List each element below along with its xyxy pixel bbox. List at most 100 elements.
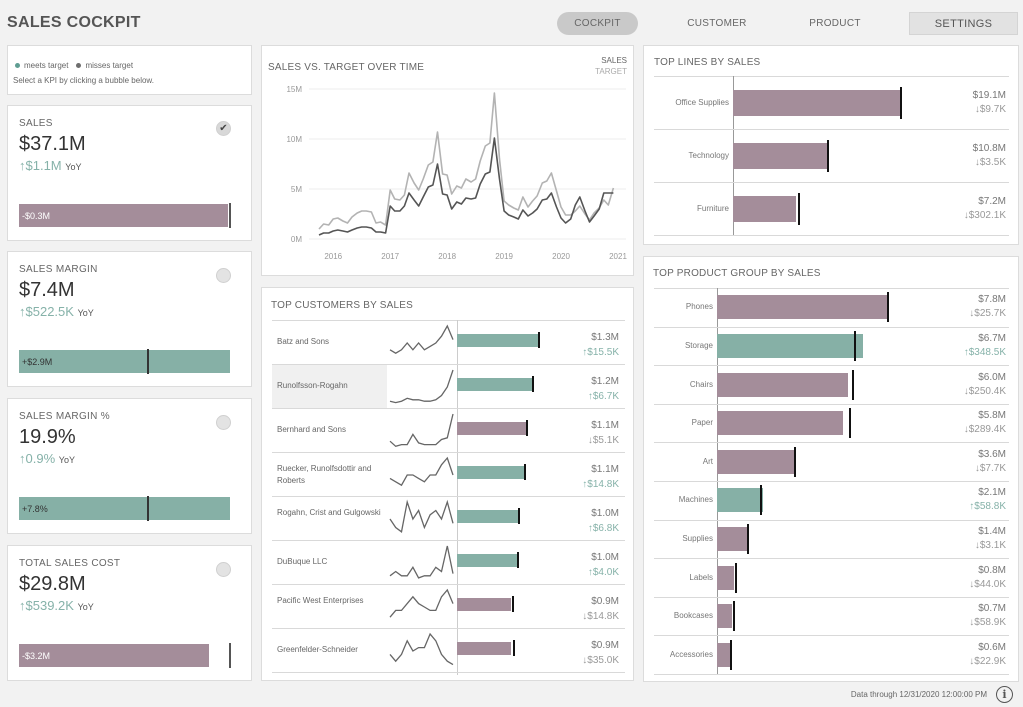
product-group-name[interactable]: Supplies	[682, 533, 713, 543]
customer-bar[interactable]	[457, 466, 526, 479]
customer-bar[interactable]	[457, 554, 518, 567]
kpi-card[interactable]: SALES MARGIN % 19.9% ↑0.9% YoY +7.8%	[7, 398, 252, 534]
sales-vs-target-panel: SALES VS. TARGET OVER TIME SALES TARGET …	[261, 45, 634, 276]
tab-product[interactable]: PRODUCT	[809, 18, 861, 29]
product-group-name[interactable]: Bookcases	[673, 611, 713, 621]
row-separator	[272, 672, 625, 673]
product-group-bar[interactable]	[717, 411, 844, 436]
customer-sales-value: $1.0M	[591, 552, 619, 563]
line-name[interactable]: Furniture	[696, 203, 729, 213]
customer-name[interactable]: DuBuque LLC	[277, 557, 328, 566]
legend-row: meets target misses target	[15, 61, 133, 70]
delta-value: ↓$44.0K	[969, 578, 1006, 590]
customer-bar[interactable]	[457, 598, 512, 611]
kpi-value: 19.9%	[19, 426, 76, 448]
target-marker	[511, 596, 514, 612]
kpi-value: $37.1M	[19, 133, 86, 155]
lines-title: TOP LINES BY SALES	[654, 57, 761, 68]
customer-name[interactable]: Bernhard and Sons	[277, 425, 346, 434]
sales-series-line[interactable]	[318, 137, 614, 236]
product-group-name[interactable]: Phones	[685, 302, 713, 312]
row-separator	[654, 288, 1009, 289]
info-icon[interactable]: i	[996, 686, 1013, 703]
product-group-name[interactable]: Paper	[691, 418, 713, 428]
kpi-select-bubble[interactable]	[216, 562, 231, 577]
tab-cockpit[interactable]: COCKPIT	[557, 12, 638, 35]
customer-bar[interactable]	[457, 378, 534, 391]
x-tick-label: 2021	[609, 252, 627, 261]
customer-name[interactable]: Rogahn, Crist and Gulgowski	[277, 508, 381, 517]
row-separator	[654, 674, 1009, 675]
customer-name[interactable]: Ruecker, Runolfsdottir and Roberts	[277, 464, 372, 485]
kpi-select-bubble[interactable]	[216, 415, 231, 430]
product-group-name[interactable]: Machines	[678, 495, 713, 505]
customer-sales-value: $1.3M	[591, 332, 619, 343]
customer-bar[interactable]	[457, 334, 539, 347]
top-product-groups-panel: TOP PRODUCT GROUP BY SALES Phones $7.8M ↓$…	[643, 256, 1019, 682]
line-bar[interactable]	[733, 195, 797, 222]
kpi-yoy-value: ↑$539.2K	[19, 598, 74, 613]
delta-value: ↓$3.5K	[974, 156, 1006, 168]
customer-sales-value: $1.0M	[591, 508, 619, 519]
row-separator	[654, 182, 1009, 183]
customer-bar[interactable]	[457, 642, 512, 655]
product-group-name[interactable]: Art	[702, 456, 713, 466]
product-group-name[interactable]: Chairs	[689, 379, 713, 389]
customer-name[interactable]: Greenfelder-Schneider	[277, 645, 358, 654]
line-bar[interactable]	[733, 89, 901, 116]
row-separator	[272, 320, 625, 321]
product-group-bar[interactable]	[717, 372, 848, 397]
line-bar[interactable]	[733, 142, 828, 169]
line-name[interactable]: Technology	[688, 150, 729, 160]
customer-name[interactable]: Pacific West Enterprises	[277, 596, 364, 605]
product-group-bar[interactable]	[717, 642, 731, 667]
product-group-name[interactable]: Storage	[684, 340, 713, 350]
kpi-target-marker	[146, 349, 149, 374]
line-name[interactable]: Office Supplies	[675, 97, 729, 107]
sales-value: $10.8M	[972, 142, 1006, 154]
row-separator	[272, 408, 625, 409]
tab-customer[interactable]: CUSTOMER	[687, 18, 747, 29]
delta-value: ↓$302.1K	[963, 209, 1006, 221]
product-group-bar[interactable]	[717, 526, 748, 551]
product-group-bar[interactable]	[717, 488, 763, 513]
sparkline-path	[389, 324, 454, 354]
target-marker	[797, 192, 800, 225]
customer-bar[interactable]	[457, 510, 520, 523]
product-group-name[interactable]: Accessories	[669, 649, 713, 659]
delta-value: ↓$22.9K	[969, 655, 1006, 667]
customer-delta-value: ↑$15.5K	[582, 347, 619, 358]
product-group-name[interactable]: Labels	[689, 572, 713, 582]
customer-sparkline	[389, 545, 454, 579]
kpi-selected-check-icon[interactable]: ✔	[216, 121, 231, 136]
customer-name[interactable]: Runolfsson-Rogahn	[277, 381, 348, 390]
product-group-bar[interactable]	[717, 565, 735, 590]
kpi-yoy-suffix: YoY	[77, 602, 94, 612]
product-group-bar[interactable]	[717, 604, 733, 629]
product-group-bar[interactable]	[717, 333, 864, 358]
customer-row[interactable]	[272, 365, 625, 408]
kpi-card[interactable]: TOTAL SALES COST $29.8M ↑$539.2K YoY -$3.2M	[7, 545, 252, 681]
kpi-card[interactable]: SALES MARGIN $7.4M ↑$522.5K YoY +$2.9M	[7, 251, 252, 387]
kpi-select-bubble[interactable]	[216, 268, 231, 283]
kpi-bar: +7.8%	[19, 497, 230, 520]
customer-sparkline	[389, 413, 454, 448]
x-tick-label: 2019	[495, 252, 513, 261]
customer-bar[interactable]	[457, 422, 526, 435]
kpi-bar: -$0.3M	[19, 204, 228, 227]
sparkline-path	[389, 369, 454, 404]
target-marker	[729, 639, 732, 670]
customer-sales-value: $1.2M	[591, 376, 619, 387]
customer-delta-value: ↓$35.0K	[582, 655, 619, 666]
kpi-yoy-suffix: YoY	[58, 455, 75, 465]
tab-settings[interactable]: SETTINGS	[909, 12, 1018, 35]
target-series-line[interactable]	[318, 92, 615, 230]
product-group-bar[interactable]	[717, 449, 796, 474]
product-group-bar[interactable]	[717, 295, 887, 320]
customer-name[interactable]: Batz and Sons	[277, 337, 330, 346]
line-chart[interactable]: 0M 5M 10M 15M 2016 2017 2018 2019 2020 2021	[262, 46, 633, 275]
customer-sales-value: $1.1M	[591, 420, 619, 431]
kpi-card[interactable]: SALES $37.1M ↑$1.1M YoY ✔ -$0.3M	[7, 105, 252, 241]
kpi-yoy-value: ↑$522.5K	[19, 304, 74, 319]
sales-value: $1.4M	[978, 525, 1006, 537]
